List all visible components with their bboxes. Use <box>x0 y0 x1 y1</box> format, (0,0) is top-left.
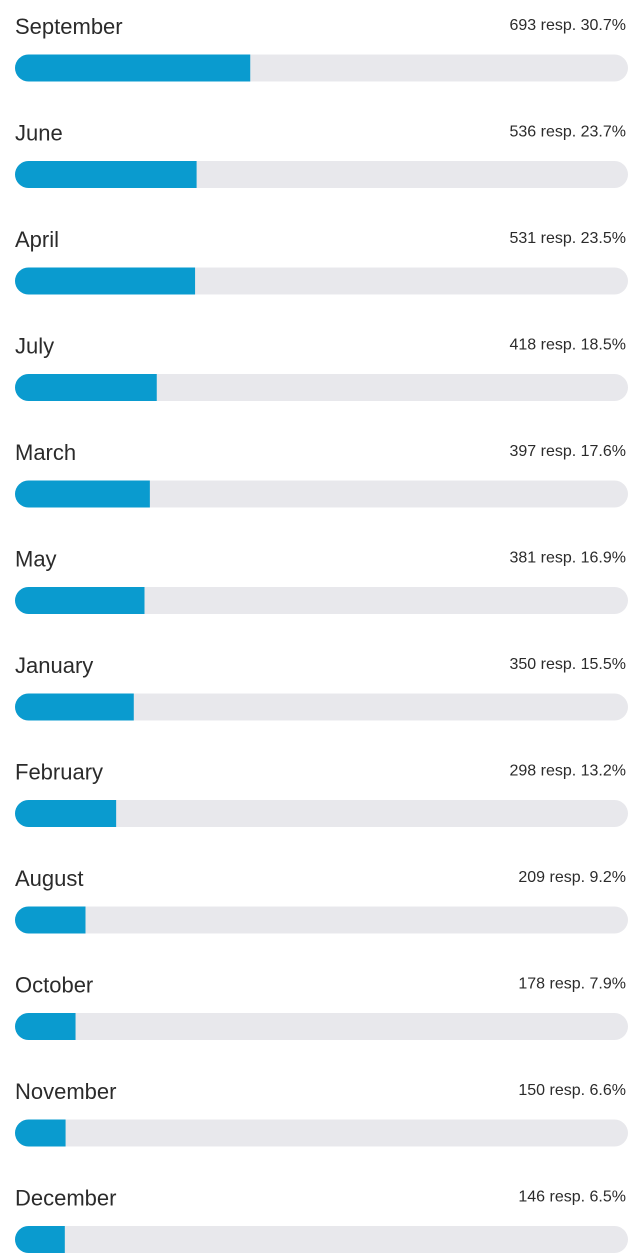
value-label: 178 resp. 7.9% <box>518 976 626 993</box>
option-label: March <box>15 440 76 465</box>
option-label: September <box>15 14 123 39</box>
option-label: May <box>15 547 57 572</box>
bar <box>15 54 251 82</box>
bar <box>15 267 196 295</box>
bar <box>15 800 117 827</box>
option-label: November <box>15 1079 116 1104</box>
option-label: October <box>15 973 93 998</box>
bar <box>15 906 86 934</box>
bar <box>15 1119 66 1147</box>
value-label: 150 resp. 6.6% <box>518 1082 626 1099</box>
value-label: 381 resp. 16.9% <box>509 550 626 567</box>
option-label: June <box>15 121 63 146</box>
option-label: July <box>15 334 54 359</box>
value-label: 693 resp. 30.7% <box>509 17 626 34</box>
option-label: December <box>15 1186 116 1211</box>
bar-track <box>15 906 628 934</box>
value-label: 531 resp. 23.5% <box>509 230 626 247</box>
bar-track <box>15 374 628 401</box>
value-label: 397 resp. 17.6% <box>509 443 626 460</box>
option-label: August <box>15 866 84 891</box>
bar-track <box>15 587 628 614</box>
option-label: February <box>15 760 103 785</box>
bar-track <box>15 1119 628 1147</box>
value-label: 418 resp. 18.5% <box>509 337 626 354</box>
bar-track <box>15 1013 628 1040</box>
option-label: April <box>15 227 59 252</box>
value-label: 209 resp. 9.2% <box>518 869 626 886</box>
bar <box>15 374 157 401</box>
bar <box>15 587 145 614</box>
bar-track <box>15 480 628 508</box>
bar-track <box>15 693 628 721</box>
bar <box>15 693 134 721</box>
bar <box>15 161 197 188</box>
option-label: January <box>15 653 93 678</box>
value-label: 536 resp. 23.7% <box>509 124 626 141</box>
bar-track <box>15 1226 628 1253</box>
bar-track <box>15 800 628 827</box>
bar <box>15 480 150 508</box>
value-label: 146 resp. 6.5% <box>518 1189 626 1206</box>
bar <box>15 1013 76 1040</box>
value-label: 298 resp. 13.2% <box>509 763 626 780</box>
bar <box>15 1226 65 1253</box>
value-label: 350 resp. 15.5% <box>509 656 626 673</box>
